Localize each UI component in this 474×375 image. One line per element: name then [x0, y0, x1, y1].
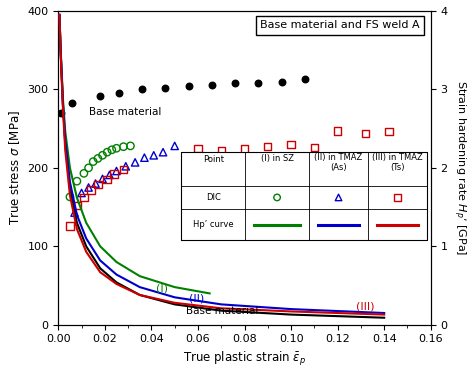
- Point: [66, 223, 74, 229]
- Point: [334, 128, 341, 134]
- Point: [108, 147, 116, 153]
- Point: [87, 187, 95, 193]
- Point: [106, 172, 113, 178]
- Point: [85, 184, 92, 190]
- Point: [73, 178, 81, 184]
- Point: [110, 171, 118, 177]
- Text: DIC: DIC: [206, 193, 220, 202]
- Point: [94, 182, 101, 188]
- Point: [241, 146, 248, 152]
- Point: [362, 130, 369, 136]
- Bar: [181, 152, 427, 240]
- Point: [94, 156, 101, 162]
- Y-axis label: True stress $\sigma$ [MPa]: True stress $\sigma$ [MPa]: [7, 110, 22, 225]
- Point: [113, 168, 120, 174]
- Text: Point: Point: [203, 155, 224, 164]
- Point: [119, 144, 127, 150]
- Point: [115, 90, 123, 96]
- Point: [278, 78, 285, 84]
- Point: [92, 180, 100, 186]
- Point: [385, 129, 392, 135]
- Text: Base material: Base material: [186, 306, 259, 316]
- Point: [80, 195, 88, 201]
- Point: [310, 144, 318, 150]
- Text: (I): (I): [156, 284, 168, 294]
- Point: [73, 202, 81, 208]
- Point: [119, 166, 127, 172]
- Y-axis label: Strain hardening rate $H_p$’ [GPa]: Strain hardening rate $H_p$’ [GPa]: [451, 80, 467, 255]
- Point: [71, 210, 78, 216]
- Point: [66, 194, 74, 200]
- Point: [122, 163, 129, 169]
- Point: [99, 152, 106, 158]
- Text: Hp’ curve: Hp’ curve: [193, 220, 234, 229]
- Point: [138, 86, 146, 92]
- Point: [218, 148, 225, 154]
- Point: [127, 143, 134, 149]
- Point: [80, 170, 88, 176]
- Point: [131, 159, 139, 165]
- Text: (II) in TMAZ
(As): (II) in TMAZ (As): [314, 153, 363, 172]
- Point: [171, 143, 179, 149]
- Point: [264, 144, 272, 150]
- Text: (I) in SZ: (I) in SZ: [261, 154, 293, 163]
- Point: [78, 190, 85, 196]
- Point: [231, 80, 239, 86]
- Point: [287, 141, 295, 147]
- Point: [103, 177, 111, 183]
- Point: [208, 82, 216, 88]
- Point: [90, 159, 97, 165]
- Point: [194, 145, 202, 151]
- Point: [185, 83, 192, 89]
- Text: (II): (II): [189, 293, 204, 303]
- Point: [162, 85, 169, 91]
- Text: (III): (III): [356, 301, 375, 311]
- Point: [301, 76, 309, 82]
- Point: [57, 110, 64, 116]
- X-axis label: True plastic strain $\bar{\varepsilon}_p$: True plastic strain $\bar{\varepsilon}_p…: [183, 350, 306, 368]
- Text: (III) in TMAZ
(Ts): (III) in TMAZ (Ts): [372, 153, 423, 172]
- Point: [150, 152, 157, 158]
- Point: [159, 149, 167, 155]
- Point: [255, 80, 262, 86]
- Text: Base material and FS weld A: Base material and FS weld A: [260, 20, 419, 30]
- Point: [113, 145, 120, 151]
- Point: [141, 154, 148, 160]
- Point: [99, 176, 106, 182]
- Point: [85, 165, 92, 171]
- Point: [68, 100, 76, 106]
- Point: [103, 149, 111, 155]
- Point: [96, 93, 104, 99]
- Text: Base material: Base material: [89, 106, 161, 117]
